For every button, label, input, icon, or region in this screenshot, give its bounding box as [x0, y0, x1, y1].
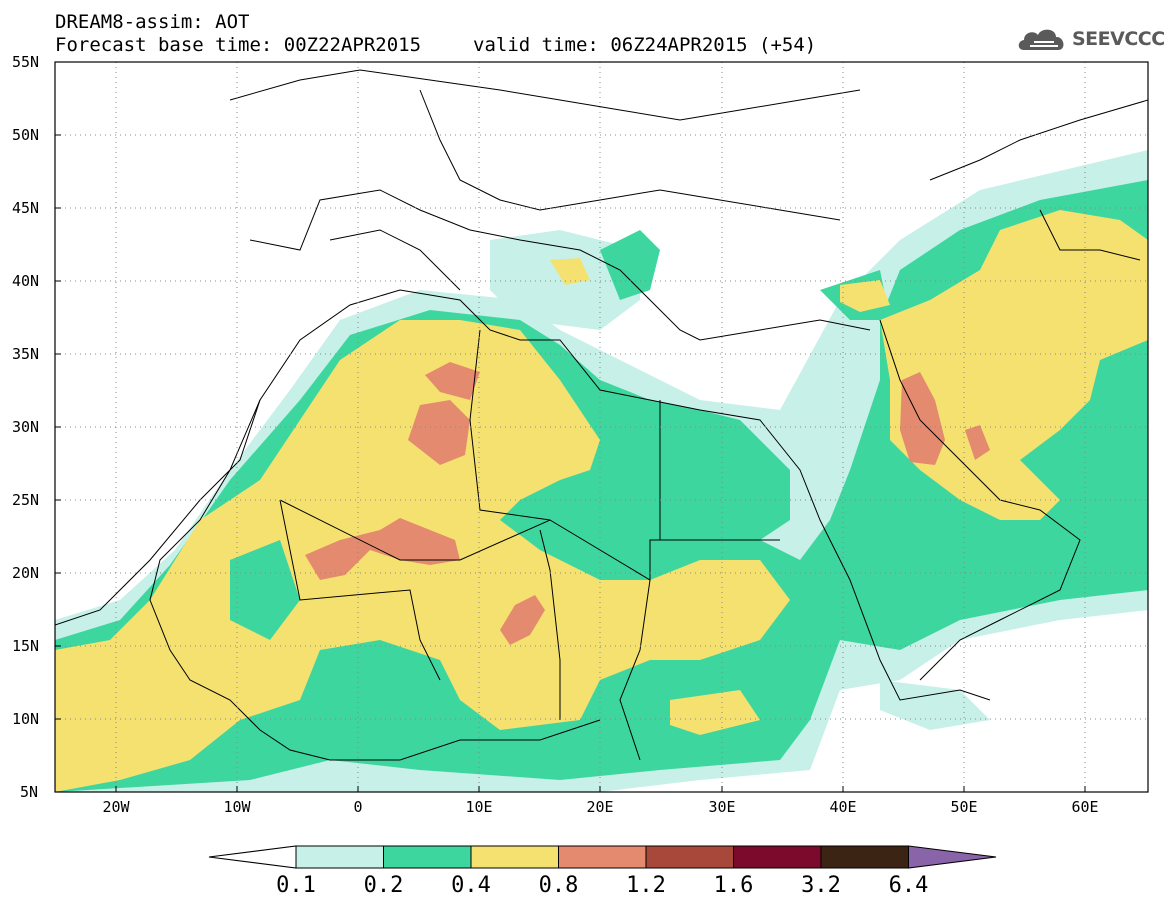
coastlines [55, 69, 1148, 761]
colorbar-cell [820, 845, 909, 869]
lon-label: 10W [223, 798, 251, 816]
lon-label: 30E [708, 798, 736, 816]
lat-label: 40N [12, 272, 40, 290]
lon-label: 20E [586, 798, 614, 816]
title-line-1: DREAM8-assim: AOT [55, 11, 250, 33]
lat-label: 55N [12, 53, 40, 71]
title-line-2: Forecast base time: 00Z22APR2015 valid ti… [55, 35, 816, 55]
logo-text: SEEVCCC [1072, 28, 1165, 50]
aot-field [55, 62, 1148, 792]
colorbar-cell [733, 845, 822, 869]
colorbar [208, 845, 997, 869]
lat-label: 5N [20, 783, 39, 801]
lon-label: 50E [950, 798, 978, 816]
colorbar-label: 0.8 [538, 873, 579, 898]
lon-label: 20W [102, 798, 130, 816]
colorbar-label: 1.6 [713, 873, 754, 898]
base-time: Forecast base time: 00Z22APR2015 [55, 34, 422, 56]
colorbar-arrow-low [208, 845, 297, 869]
lat-label: 15N [12, 637, 40, 655]
lon-label: 60E [1071, 798, 1099, 816]
colorbar-cell [295, 845, 384, 869]
colorbar-label: 0.4 [451, 873, 491, 898]
cloud-icon [1018, 29, 1064, 50]
colorbar-label: 6.4 [888, 873, 929, 898]
lat-label: 20N [12, 564, 40, 582]
colorbar-cell [470, 845, 559, 869]
lat-label: 45N [12, 199, 40, 217]
grid [55, 62, 1148, 792]
lon-label: 40E [829, 798, 857, 816]
lon-label: 0 [353, 798, 363, 816]
axis-ticks [55, 61, 1086, 793]
seevccc-logo: SEEVCCC [1016, 22, 1165, 58]
colorbar-label: 0.2 [363, 873, 404, 898]
colorbar-cell [558, 845, 647, 869]
lat-label: 10N [12, 710, 40, 728]
colorbar-label: 0.1 [276, 873, 316, 898]
colorbar-cell [645, 845, 734, 869]
lat-label: 30N [12, 418, 40, 436]
colorbar-label: 3.2 [801, 873, 841, 898]
colorbar-arrow-high [908, 845, 997, 869]
valid-time: valid time: 06Z24APR2015 (+54) [473, 34, 817, 56]
lat-label: 50N [12, 126, 40, 144]
aot-level-0.8 [305, 362, 990, 645]
colorbar-label: 1.2 [626, 873, 666, 898]
lat-label: 35N [12, 345, 40, 363]
lat-label: 25N [12, 491, 40, 509]
lon-label: 10E [465, 798, 493, 816]
colorbar-cell [383, 845, 472, 869]
